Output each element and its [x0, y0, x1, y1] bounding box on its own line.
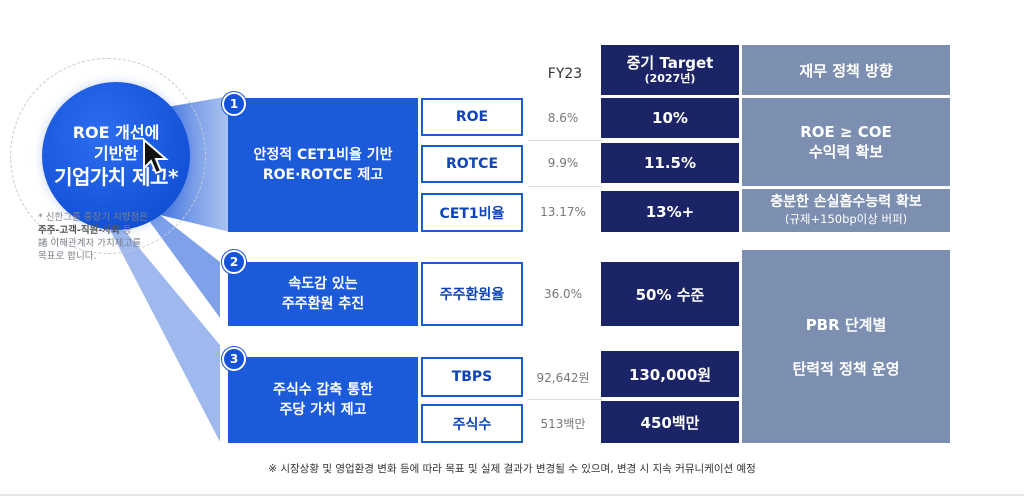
policy-loss-absorption: 충분한 손실흡수능력 확보 (규제+150bp이상 버퍼) [742, 189, 950, 232]
note-line1: * 신한그룹 중장기 지향점은 [38, 212, 148, 223]
group-1-title-line1: 안정적 CET1비율 기반 [253, 147, 393, 163]
core-goal-line1: ROE 개선에 [72, 123, 160, 142]
group-3-box: 주식수 감축 통한 주당 가치 제고 [228, 357, 418, 443]
metric-cet1: CET1비율 [421, 193, 523, 232]
policy-3-line2: 탄력적 정책 운영 [792, 359, 900, 378]
policy-header: 재무 정책 방향 [742, 45, 950, 95]
note-line4: 목표로 합니다. [38, 251, 97, 262]
group-3-title-line1: 주식수 감축 통한 [273, 382, 373, 398]
policy-3-line1: PBR 단계별 [805, 315, 887, 334]
fy23-cet1: 13.17% [540, 205, 586, 219]
fy23-tbps: 92,642원 [536, 370, 590, 385]
fy23-shareholder-return: 36.0% [543, 287, 583, 301]
target-cet1: 13%+ [601, 191, 739, 232]
target-shareholder-return: 50% 수준 [601, 262, 739, 326]
metric-shareholder-return: 주주환원율 [421, 262, 523, 326]
fy23-roe: 8.6% [547, 111, 579, 125]
target-header-line1: 중기 Target [626, 54, 714, 72]
metric-roe: ROE [421, 98, 523, 136]
policy-1-line2: 수익력 확보 [808, 143, 884, 161]
metric-shares: 주식수 [421, 404, 523, 443]
policy-2-line1: 충분한 손실흡수능력 확보 [770, 193, 922, 210]
group-3-number: 3 [222, 347, 246, 371]
target-header-line2: (2027년) [644, 72, 696, 85]
target-roe: 10% [601, 98, 739, 138]
policy-roe-coe: ROE ≥ COE 수익력 확보 [742, 98, 950, 186]
group-2-number: 2 [222, 250, 246, 274]
policy-1-line1: ROE ≥ COE [800, 123, 892, 141]
note-line2: 주주-고객-직원-사회 [38, 225, 120, 236]
row-separator [528, 186, 602, 187]
group-1-title-line2: ROE·ROTCE 제고 [262, 167, 384, 183]
group-2-title-line2: 주주환원 추진 [281, 296, 365, 312]
row-separator [528, 140, 602, 141]
note-line3: 諸 이해관계자 가치제고를 [38, 238, 141, 249]
fy23-shares: 513백만 [540, 416, 586, 431]
metric-tbps: TBPS [421, 357, 523, 397]
group-1-number: 1 [222, 92, 246, 116]
row-separator [528, 399, 602, 400]
policy-pbr: PBR 단계별 탄력적 정책 운영 [742, 250, 950, 443]
group-1-box: 안정적 CET1비율 기반 ROE·ROTCE 제고 [228, 98, 418, 232]
funnel-segment-2 [150, 215, 220, 318]
group-3-title-line2: 주당 가치 제고 [279, 402, 367, 418]
policy-2-line2: (규제+150bp이상 버퍼) [784, 211, 908, 226]
target-rotce: 11.5% [601, 143, 739, 183]
group-2-box: 속도감 있는 주주환원 추진 [228, 262, 418, 326]
metric-rotce: ROTCE [421, 145, 523, 183]
footnote-circle: * 신한그룹 중장기 지향점은 주주-고객-직원-사회 등 諸 이해관계자 가치… [38, 211, 188, 263]
fy23-rotce: 9.9% [547, 156, 579, 170]
bottom-divider [0, 494, 1024, 496]
circle-ring [10, 58, 206, 254]
funnel-segment-3 [110, 225, 220, 442]
group-2-title-line1: 속도감 있는 [288, 276, 358, 292]
target-header: 중기 Target (2027년) [601, 45, 739, 95]
mouse-pointer-icon [143, 138, 169, 175]
footnote: ※ 시장상황 및 영업환경 변화 등에 따라 목표 및 실제 결과가 변경될 수… [268, 463, 756, 475]
fy23-header: FY23 [547, 66, 583, 82]
target-tbps: 130,000원 [601, 351, 739, 397]
target-shares: 450백만 [601, 401, 739, 443]
core-goal-line2: 기반한 [93, 144, 139, 163]
note-line2-suffix: 등 [119, 225, 132, 236]
